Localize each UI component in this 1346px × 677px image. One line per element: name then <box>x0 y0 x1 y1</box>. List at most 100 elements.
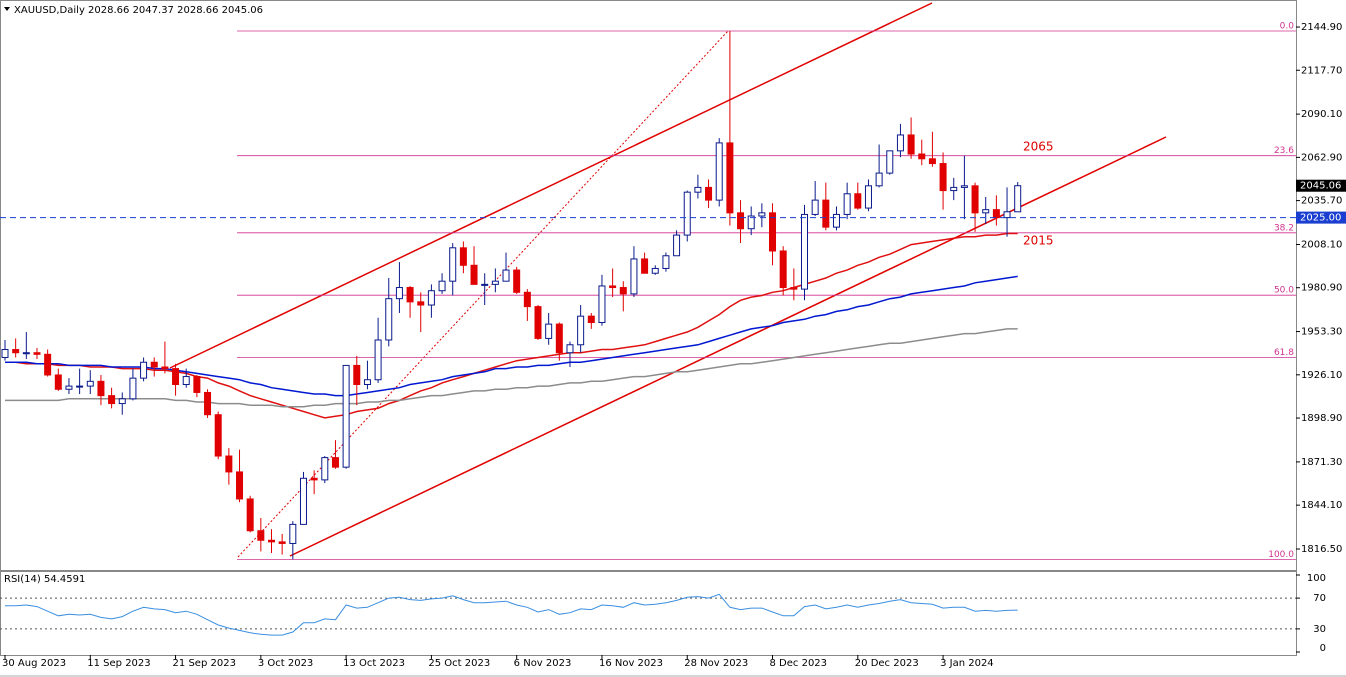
candle-body <box>939 163 947 192</box>
candle-body <box>896 134 904 152</box>
candle-body <box>182 376 190 386</box>
candle-body <box>331 457 339 468</box>
candle-body <box>225 455 233 473</box>
candle-body <box>769 212 777 252</box>
candle-body <box>502 269 510 282</box>
fib-label: 38.2 <box>1274 223 1294 233</box>
candle-body <box>161 366 169 370</box>
candle-body <box>65 385 73 390</box>
x-tick-label: 13 Oct 2023 <box>343 658 405 669</box>
candle-body <box>971 185 979 214</box>
candle-body <box>129 377 137 400</box>
candle-body <box>395 287 403 300</box>
candle-body <box>619 287 627 295</box>
candle-body <box>843 193 851 215</box>
candle-body <box>310 477 318 481</box>
candle-body <box>44 353 52 376</box>
candle-body <box>822 199 830 228</box>
candle-body <box>641 258 649 274</box>
candle-body <box>790 287 798 290</box>
candle-body <box>214 414 222 457</box>
candle-body <box>715 142 723 201</box>
candle-body <box>982 209 990 214</box>
candle-body <box>577 315 585 346</box>
price-label-box <box>1296 179 1346 192</box>
candle-body <box>598 285 606 324</box>
candle-body <box>12 349 20 354</box>
annotation: 2015 <box>1023 234 1054 248</box>
candle-body <box>779 250 787 289</box>
candle-body <box>257 530 265 541</box>
candle-body <box>705 186 713 201</box>
candle-body <box>150 361 158 368</box>
candle-body <box>832 213 840 228</box>
candle-body <box>534 306 542 339</box>
y-tick-label: 2090.10 <box>1301 109 1342 120</box>
fib-label: 50.0 <box>1274 286 1294 296</box>
candle-body <box>1014 185 1022 213</box>
candle-body <box>427 290 435 306</box>
candle-body <box>342 364 350 468</box>
y-tick-label: 1871.30 <box>1301 457 1342 468</box>
candle-body <box>662 255 670 269</box>
candle-body <box>491 280 499 285</box>
x-tick-label: 11 Sep 2023 <box>87 658 150 669</box>
candle-body <box>854 193 862 209</box>
y-tick-label: 1898.90 <box>1301 413 1342 424</box>
candle-body <box>545 323 553 339</box>
candle-body <box>758 212 766 217</box>
candle-body <box>747 215 755 230</box>
x-tick-label: 8 Dec 2023 <box>770 658 828 669</box>
candle-body <box>875 172 883 187</box>
candle-body <box>523 291 531 308</box>
candle-body <box>108 395 116 405</box>
annotation: 2065 <box>1023 140 1054 154</box>
candle-body <box>459 247 467 266</box>
y-tick-label: 2035.70 <box>1301 196 1342 207</box>
menu-arrow <box>4 7 10 11</box>
candle-body <box>438 280 446 292</box>
rsi-title: RSI(14) 54.4591 <box>4 574 85 585</box>
y-tick-label: 2062.90 <box>1301 152 1342 163</box>
x-tick-label: 3 Jan 2024 <box>940 658 994 669</box>
rsi-panel <box>0 571 1297 656</box>
candle-body <box>374 339 382 381</box>
candle-body <box>97 380 105 397</box>
candle-body <box>86 380 94 387</box>
x-tick-label: 28 Nov 2023 <box>684 658 748 669</box>
candle-body <box>481 283 489 286</box>
candle-body <box>236 471 244 500</box>
candle-body <box>76 385 84 388</box>
price-label: 2045.06 <box>1300 181 1341 192</box>
y-tick-label: 1926.10 <box>1301 370 1342 381</box>
candle-body <box>449 247 457 282</box>
price-panel <box>0 0 1297 571</box>
candle-body <box>363 379 371 386</box>
candle-body <box>193 376 201 393</box>
y-tick-label: 2117.70 <box>1301 65 1342 76</box>
candle-body <box>683 191 691 236</box>
y-tick-label: 2144.90 <box>1301 22 1342 33</box>
candle-body <box>417 301 425 306</box>
y-tick-label: 0 <box>1320 643 1326 654</box>
fib-label: 61.8 <box>1274 348 1294 358</box>
candle-body <box>673 234 681 257</box>
candle-body <box>587 315 595 324</box>
candle-body <box>737 212 745 230</box>
candle-body <box>726 142 734 214</box>
candle-body <box>609 285 617 289</box>
y-tick-label: 1980.90 <box>1301 283 1342 294</box>
price-label: 2025.00 <box>1300 213 1341 224</box>
y-tick-label: 1816.50 <box>1301 544 1342 555</box>
candle-body <box>406 287 414 303</box>
candle-body <box>172 368 180 386</box>
x-tick-label: 21 Sep 2023 <box>173 658 236 669</box>
y-tick-label: 30 <box>1313 624 1326 635</box>
channel-upper <box>169 2 933 369</box>
x-tick-label: 20 Dec 2023 <box>855 658 919 669</box>
candle-body <box>470 264 478 285</box>
candle-body <box>513 269 521 293</box>
x-tick-label: 30 Aug 2023 <box>2 658 66 669</box>
candle-body <box>566 344 574 354</box>
